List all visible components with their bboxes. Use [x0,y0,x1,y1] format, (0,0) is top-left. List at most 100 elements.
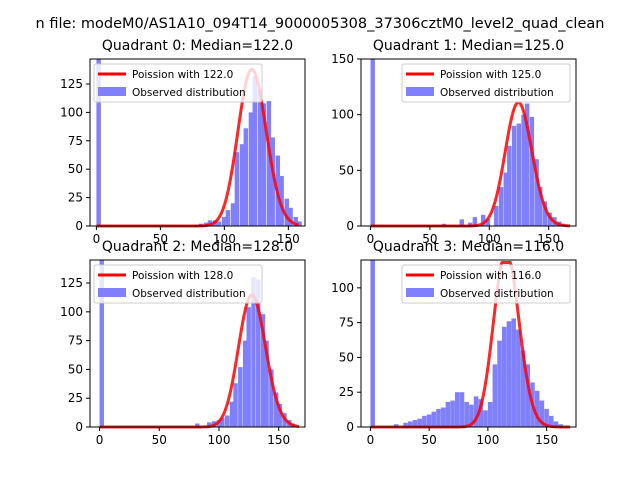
x-tick-label: 150 [277,232,300,246]
x-tick-label: 50 [422,232,437,246]
y-tick-label: 75 [68,334,83,348]
histogram-bar [422,415,427,427]
histogram-bar [492,364,498,427]
subplot-grid: 0 50 100 150 0 25 50 75 100 125 Quadrant 0: Median… [60,38,577,447]
histogram-bar [417,418,422,427]
histogram-bar [216,221,222,226]
histogram-bar [229,401,235,427]
histogram-bar [445,401,451,427]
histogram-bar [252,76,258,226]
histogram-bar [454,392,460,427]
histogram-bar [497,340,502,427]
histogram-bar [524,103,530,226]
subplot-title: Quadrant 2: Median=128.0 [102,239,293,255]
axes-frame [360,58,577,227]
histogram-bar [487,401,493,427]
histogram-bar [221,216,227,226]
y-tick-label: 100 [331,108,354,122]
histogram-bar [96,59,101,226]
y-tick-label: 0 [346,420,354,434]
histogram-bar [525,364,531,427]
y-tick-label: 0 [75,219,83,233]
x-tick-label: 100 [478,232,501,246]
subplot-title: Quadrant 1: Median=125.0 [373,38,564,54]
y-tick-label: 25 [68,391,83,405]
histogram-bar [243,128,249,226]
histogram-bar [537,187,543,226]
y-tick-label: 125 [60,276,83,290]
x-tick-label: 100 [208,433,231,447]
axes-frame [360,259,577,428]
histogram-bar [279,176,284,226]
histogram-bar [269,369,274,427]
axes-frame [89,259,306,428]
histogram-bar [277,403,282,427]
histogram-bar [251,277,256,427]
histogram-bar [459,219,464,226]
histogram-bar [450,400,455,427]
legend-entry-fit: Poission with 128.0 [132,270,233,282]
figure-suptitle: n file: modeM0/AS1A10_094T14_9000005308_… [36,16,605,32]
y-tick-label: 125 [60,77,83,91]
histogram-bar [459,392,465,427]
histogram-bar [99,260,104,427]
legend-entry-fit: Poission with 122.0 [132,69,233,81]
histogram-bar [220,417,225,427]
histogram-bar [370,59,375,226]
axes-frame [89,58,306,227]
x-tick-label: 150 [535,433,558,447]
histogram-bar [516,329,521,427]
histogram-bar [483,410,488,427]
histogram-bar [529,116,535,226]
histogram-bar [234,152,240,226]
histogram-bar [261,103,266,226]
histogram-bar [260,314,266,427]
histogram-bar [544,408,549,427]
y-tick-label: 25 [68,191,83,205]
legend-box [93,264,263,304]
x-tick-label: 100 [213,232,236,246]
histogram-bar [548,415,554,427]
x-tick-label: 150 [267,433,290,447]
histogram-bar [511,125,517,226]
histogram-bar [521,114,526,226]
y-tick-label: 100 [60,305,83,319]
x-tick-label: 100 [476,433,499,447]
histogram-bar [225,210,231,226]
poisson-fit-line [99,293,300,429]
histogram-bar [230,203,236,226]
subplot-quadrant-1: 0 50 100 150 0 50 100 150 Quadrant 1: Median=125… [331,38,577,246]
y-tick-label: 50 [339,163,354,177]
y-tick-label: 25 [339,385,354,399]
histogram-bar [507,145,512,226]
x-tick-label: 50 [152,433,167,447]
legend-entry-observed: Observed distribution [132,87,246,99]
y-tick-label: 75 [68,134,83,148]
y-tick-label: 50 [339,350,354,364]
x-tick-label: 150 [537,232,560,246]
legend-entry-fit: Poission with 125.0 [440,69,541,81]
subplot-quadrant-3: 0 50 100 150 0 25 50 75 100 Quadrant 3: Median=11… [331,239,577,447]
histogram-bar [238,367,243,427]
histogram-bar [498,187,504,226]
histogram-bar [426,414,432,427]
x-tick-label: 0 [93,232,101,246]
histogram-bar [534,390,540,427]
subplot-title: Quadrant 3: Median=116.0 [373,239,564,255]
subplot-title: Quadrant 0: Median=122.0 [102,38,293,54]
histogram-bar [273,392,279,427]
histogram-bar [256,279,261,427]
histogram-bar [431,411,437,427]
legend-box [401,63,571,103]
histogram-bar [436,408,441,427]
legend-entry-observed: Observed distribution [440,87,554,99]
histogram-bar [239,144,245,226]
subplot-quadrant-2: 0 50 100 150 0 25 50 75 100 125 Quadrant 2: Median… [60,239,306,447]
histogram-bar [553,421,559,427]
histogram-bar [480,214,486,226]
histogram-bar [233,383,238,427]
histogram-bar [248,112,254,226]
histogram-bar [257,89,263,227]
histogram-bar [501,326,507,427]
y-tick-label: 50 [68,162,83,176]
